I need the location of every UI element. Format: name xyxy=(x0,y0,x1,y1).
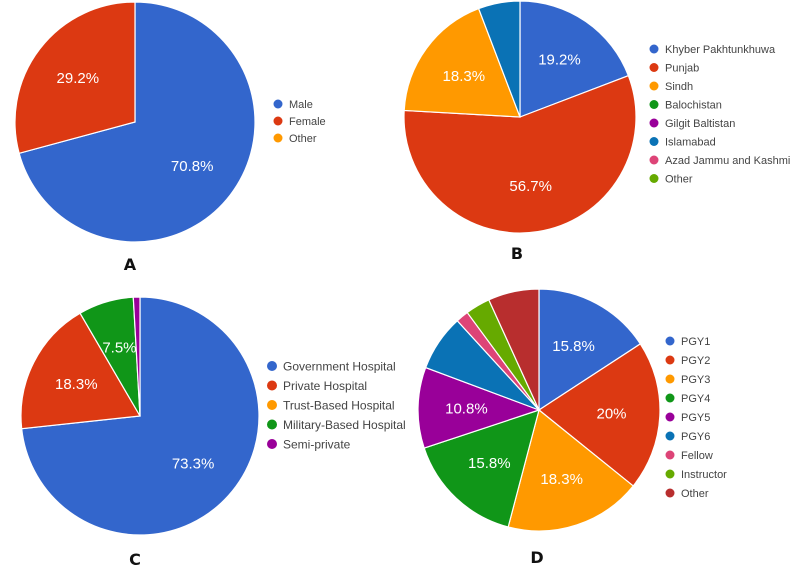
pie-slice-punjab xyxy=(403,74,637,234)
legend-marker xyxy=(267,361,277,371)
legend-marker xyxy=(665,488,675,498)
legend-marker xyxy=(665,336,675,346)
slice-data-label: 70.8% xyxy=(171,158,214,175)
legend-label: Balochistan xyxy=(665,99,722,111)
legend-label: Other xyxy=(665,173,693,185)
legend-label: PGY6 xyxy=(681,431,710,443)
legend-label: PGY3 xyxy=(681,374,710,386)
legend-label: Government Hospital xyxy=(283,359,396,373)
legend-marker xyxy=(649,137,659,146)
legend-label: Other xyxy=(681,488,709,500)
slice-data-label: 29.2% xyxy=(57,70,100,87)
pie-slice-private-hospital xyxy=(20,312,141,430)
pie-slice-semi-private xyxy=(132,296,141,417)
panel-letter: D xyxy=(530,548,543,567)
pie-slice-other xyxy=(488,288,540,411)
chart-c-hospital-type: 73.3% 18.3% 7.5% Government Hospital Private… xyxy=(20,296,406,536)
legend-marker xyxy=(267,400,277,410)
legend-label: PGY2 xyxy=(681,355,710,367)
slice-data-label: 15.8% xyxy=(468,455,511,472)
legend-marker xyxy=(273,116,283,126)
pie-slice-male xyxy=(18,1,256,243)
legend-label: PGY5 xyxy=(681,412,710,424)
pie-slice-islamabad xyxy=(477,0,521,118)
legend-marker xyxy=(665,412,675,422)
legend-marker xyxy=(267,419,277,430)
slice-data-label: 15.8% xyxy=(552,338,595,355)
panel-letter: A xyxy=(124,255,137,274)
legend-marker xyxy=(649,63,659,72)
slice-data-label: 7.5% xyxy=(102,340,136,357)
slice-data-label: 18.3% xyxy=(443,68,486,85)
legend-label: Sindh xyxy=(665,81,693,93)
chart-d-training-level: 15.8% 20% 18.3% 15.8% 10.8% PGY1 PGY2 PGY3 PGY4 P… xyxy=(417,288,727,532)
legend-label: Instructor xyxy=(681,469,727,481)
pie-slice-pgy3 xyxy=(507,408,635,532)
legend-marker xyxy=(649,44,659,54)
panel-letter: B xyxy=(511,244,523,263)
slice-data-label: 56.7% xyxy=(509,178,552,195)
legend-marker xyxy=(649,100,659,109)
legend-label: Punjab xyxy=(665,62,699,74)
legend-label: Private Hospital xyxy=(283,379,367,393)
pie-slice-pgy1 xyxy=(538,288,642,412)
legend-label: Khyber Pakhtunkhuwa xyxy=(665,44,776,56)
legend-label: Other xyxy=(289,133,317,145)
legend-label: Gilgit Baltistan xyxy=(665,118,735,130)
legend-label: Semi-private xyxy=(283,437,351,451)
pie-slice-pgy2 xyxy=(537,343,661,487)
legend-label: Male xyxy=(289,99,313,111)
slice-data-label: 18.3% xyxy=(540,471,583,488)
legend-label: Military-Based Hospital xyxy=(283,418,406,432)
slice-data-label: 10.8% xyxy=(445,401,488,418)
slice-data-label: 20% xyxy=(596,406,626,423)
legend-marker xyxy=(665,469,675,479)
legend-label: Islamabad xyxy=(665,136,716,148)
legend-marker xyxy=(665,393,675,403)
legend-label: PGY1 xyxy=(681,336,710,348)
legend-marker xyxy=(273,99,283,109)
pie-slice-female xyxy=(14,1,136,155)
legend-marker xyxy=(649,118,659,128)
pie-slice-pgy4 xyxy=(423,409,540,528)
pie-slice-sindh xyxy=(403,7,521,118)
legend-label: Fellow xyxy=(681,450,713,462)
pie-slice-pgy5 xyxy=(417,366,541,449)
legend-marker xyxy=(649,174,659,183)
pie-slice-khyber-pakhtunkhuwa xyxy=(519,0,630,118)
chart-b-province: 19.2% 56.7% 18.3% Khyber Pakhtunkhuwa Punjab… xyxy=(403,0,790,234)
legend-marker xyxy=(273,133,283,143)
chart-a-gender: 70.8% 29.2% Male Female Other xyxy=(14,1,326,243)
slice-data-label: 73.3% xyxy=(172,456,215,473)
legend-label: Trust-Based Hospital xyxy=(283,398,395,412)
legend-marker xyxy=(267,439,277,449)
panel-letter: C xyxy=(129,550,141,568)
legend-marker xyxy=(665,374,675,384)
legend-marker xyxy=(649,155,659,165)
legend-marker xyxy=(649,81,659,91)
legend-label: Female xyxy=(289,116,326,128)
legend-label: Azad Jammu and Kashmir xyxy=(665,155,790,167)
slice-data-label: 18.3% xyxy=(55,376,98,393)
legend-marker xyxy=(665,450,675,460)
legend-label: PGY4 xyxy=(681,393,710,405)
slice-data-label: 19.2% xyxy=(538,52,581,69)
legend-marker xyxy=(665,431,675,441)
legend-marker xyxy=(665,355,675,365)
legend-marker xyxy=(267,380,277,391)
